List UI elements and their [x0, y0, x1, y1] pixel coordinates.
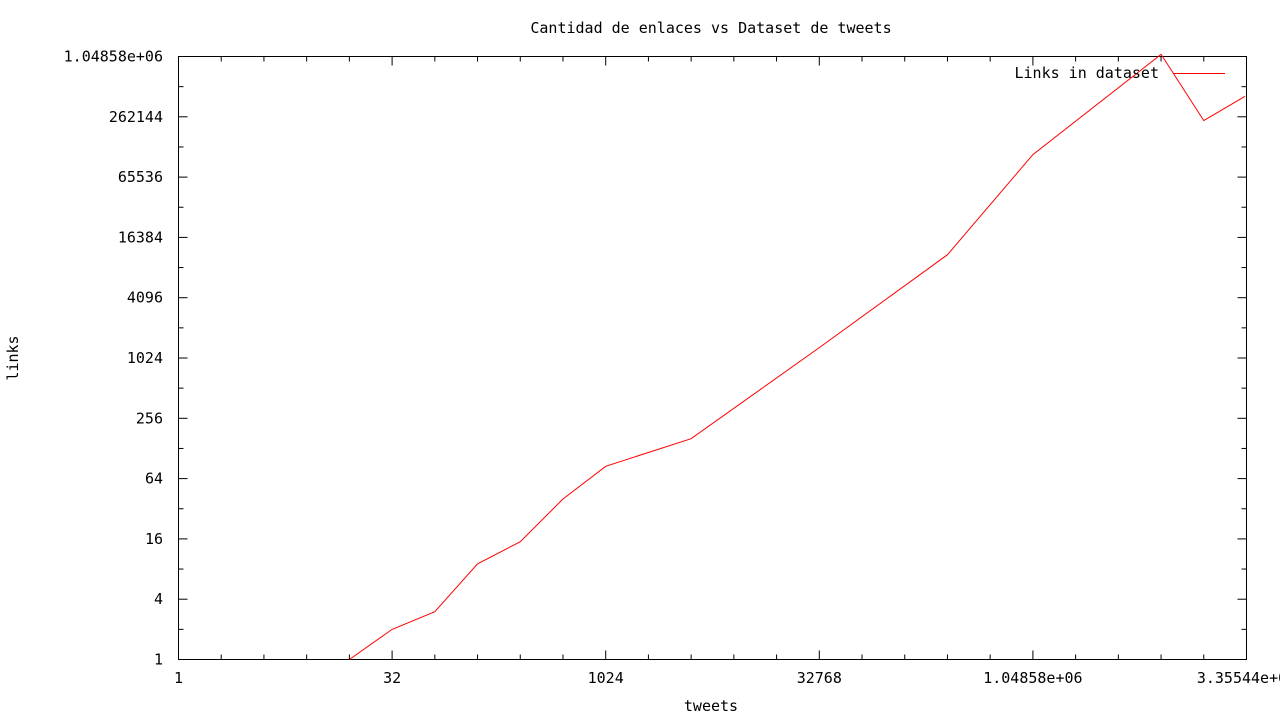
y-tick-label: 4	[154, 590, 163, 608]
y-axis-ticks: 1 4 16 64 256 1024 4096 16384 65536 262144 1.04858…	[64, 48, 1247, 669]
series-line	[349, 54, 1245, 659]
y-tick-label: 262144	[109, 108, 163, 126]
y-tick-label: 256	[136, 409, 163, 427]
minor-ticks	[179, 57, 1247, 660]
legend-label: Links in dataset	[1015, 64, 1160, 82]
x-tick-label: 32768	[797, 669, 842, 687]
x-axis-ticks: 1 32 1024 32768 1.04858e+06 3.35544e+07	[174, 57, 1280, 688]
x-tick-label: 1024	[588, 669, 624, 687]
y-tick-label: 16	[145, 530, 163, 548]
series-layer	[349, 54, 1245, 659]
y-tick-label: 1	[154, 651, 163, 669]
x-axis-label: tweets	[684, 697, 738, 715]
chart-title: Cantidad de enlaces vs Dataset de tweets	[530, 19, 891, 37]
x-tick-label: 1	[174, 669, 183, 687]
y-tick-label: 1024	[127, 349, 163, 367]
y-tick-label: 64	[145, 470, 163, 488]
x-tick-label: 3.35544e+07	[1197, 669, 1280, 687]
y-tick-label: 16384	[118, 228, 163, 246]
legend: Links in dataset	[1015, 64, 1226, 82]
y-tick-label: 4096	[127, 289, 163, 307]
y-tick-label: 65536	[118, 168, 163, 186]
x-tick-label: 32	[383, 669, 401, 687]
y-tick-label: 1.04858e+06	[64, 48, 163, 66]
x-tick-label: 1.04858e+06	[983, 669, 1082, 687]
plot-frame	[179, 57, 1247, 660]
y-axis-label: links	[4, 335, 22, 380]
